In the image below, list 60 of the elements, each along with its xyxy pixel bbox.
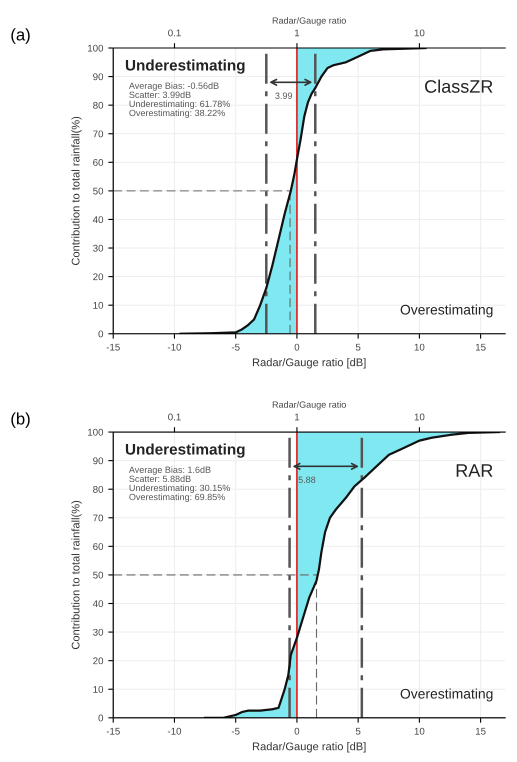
annotation: RAR xyxy=(456,464,493,477)
x2-tick-label: 1 xyxy=(294,30,300,36)
y-tick-label: 50 xyxy=(93,188,104,194)
annotation: 3.99 xyxy=(275,92,292,99)
x-tick-label: 5 xyxy=(356,728,360,735)
y-tick-label: 50 xyxy=(93,572,104,579)
x-axis-title: Radar/Gauge ratio [dB] xyxy=(252,742,366,752)
y-tick-label: 70 xyxy=(93,130,104,138)
y-tick-label: 80 xyxy=(93,486,104,493)
y-tick-label: 90 xyxy=(93,457,104,464)
chart-title: (a) xyxy=(11,28,30,44)
y-tick-label: 20 xyxy=(93,273,104,280)
y-axis-title: Contribution to total rainfall(%) xyxy=(71,500,82,650)
x-tick-label: 0 xyxy=(294,728,300,735)
annotation: Overestimating xyxy=(400,688,492,702)
y-tick-label: 70 xyxy=(93,514,104,522)
annotation: Underestimating xyxy=(126,59,244,74)
y-tick-label: 30 xyxy=(93,628,104,636)
y-tick-label: 10 xyxy=(93,686,104,693)
x-tick-label: -10 xyxy=(168,344,182,351)
x-tick-label: -15 xyxy=(106,728,120,735)
chart-title: (b) xyxy=(11,412,30,428)
x-tick-label: 10 xyxy=(414,728,424,735)
y-tick-label: 10 xyxy=(93,302,104,309)
x2-axis-title: Radar/Gauge ratio xyxy=(272,401,346,410)
annotation: Average Bias: 1.6dB Scatter: 5.88dB Underestimating: 30.15% Overestimating: 69.85% xyxy=(128,466,230,502)
y-tick-label: 40 xyxy=(92,216,104,224)
annotation: Underestimating xyxy=(126,443,244,458)
y-tick-label: 30 xyxy=(93,244,104,252)
x-tick-label: -15 xyxy=(106,344,120,351)
x-tick-label: 10 xyxy=(414,344,424,351)
x2-axis-title: Radar/Gauge ratio xyxy=(272,17,346,26)
x2-tick-label: 10 xyxy=(414,414,424,420)
annotation: 5.88 xyxy=(298,476,316,483)
y-tick-label: 0 xyxy=(98,330,104,338)
x2-tick-label: 0.1 xyxy=(168,414,181,420)
x-tick-label: 15 xyxy=(476,728,486,735)
y-tick-label: 80 xyxy=(93,102,104,109)
y-tick-label: 90 xyxy=(93,73,104,80)
x-axis-title: Radar/Gauge ratio [dB] xyxy=(252,358,366,368)
annotation: ClassZR xyxy=(425,80,493,93)
x2-tick-label: 0.1 xyxy=(168,29,181,36)
y-tick-label: 60 xyxy=(93,159,104,166)
x-tick-label: -5 xyxy=(232,728,240,735)
x2-tick-label: 1 xyxy=(294,414,300,420)
y-tick-label: 60 xyxy=(93,543,104,550)
y-axis-title: Contribution to total rainfall(%) xyxy=(71,116,82,266)
x-tick-label: 5 xyxy=(356,344,360,351)
x-tick-label: -10 xyxy=(168,728,182,735)
y-tick-label: 40 xyxy=(92,600,104,608)
annotation: Average Bias: -0.56dB Scatter: 3.99dB Underestimating: 61.78% Overestimating: 38.22% xyxy=(128,82,230,118)
y-tick-label: 100 xyxy=(88,428,104,436)
annotation: Overestimating xyxy=(400,304,492,318)
y-tick-label: 20 xyxy=(93,657,104,664)
y-tick-label: 0 xyxy=(98,714,104,722)
x-tick-label: -5 xyxy=(232,344,240,351)
x2-tick-label: 10 xyxy=(414,29,424,36)
y-tick-label: 100 xyxy=(88,44,104,52)
x-tick-label: 15 xyxy=(476,344,486,351)
x-tick-label: 0 xyxy=(294,344,300,351)
